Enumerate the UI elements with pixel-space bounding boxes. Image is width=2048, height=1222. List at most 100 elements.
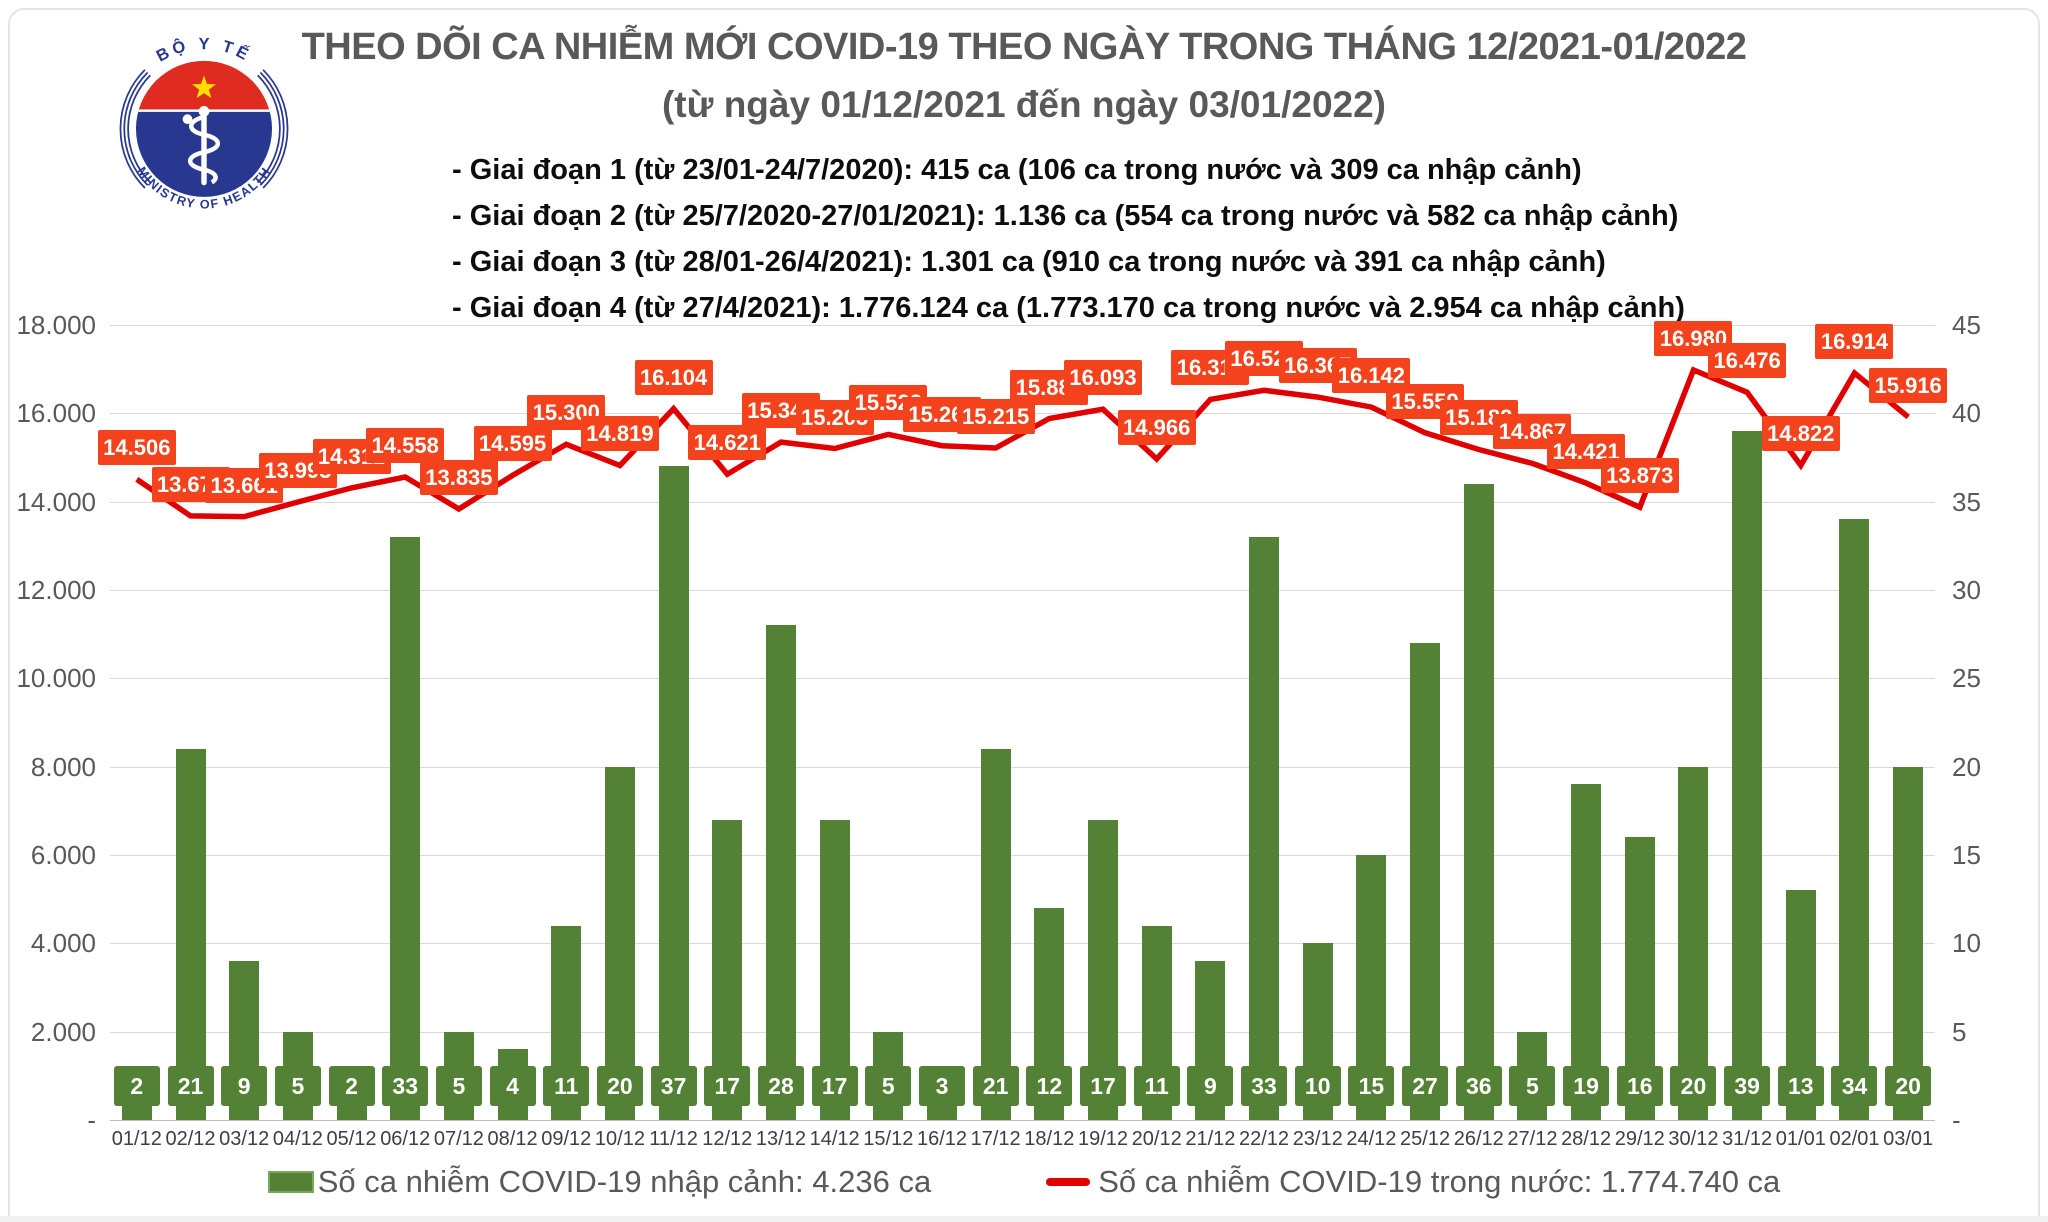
x-axis-date-label: 14/12: [809, 1128, 860, 1150]
y-axis-left-tick: 4.000: [30, 928, 96, 959]
y-axis-left-tick: -: [87, 1105, 96, 1135]
star-icon: [191, 75, 217, 99]
x-axis-date-label: 23/12: [1292, 1128, 1343, 1150]
x-axis-date-label: 08/12: [487, 1128, 538, 1150]
bar-value-label: 2: [113, 1066, 160, 1106]
bar-value-label: 5: [274, 1066, 321, 1106]
y-axis-left-tick: 16.000: [16, 398, 96, 429]
bar: [1249, 537, 1280, 1120]
x-axis-date-label: 09/12: [541, 1128, 592, 1150]
line-value-label: 15.215: [956, 399, 1035, 434]
bar-value-label: 13: [1777, 1066, 1824, 1106]
line-value-label: 14.966: [1117, 410, 1196, 445]
x-axis-date-label: 29/12: [1614, 1128, 1665, 1150]
gridline: [110, 501, 1935, 503]
bar-value-label: 20: [596, 1066, 643, 1106]
bar-value-label: 20: [1670, 1066, 1717, 1106]
bar: [390, 537, 421, 1120]
chart-legend: Số ca nhiễm COVID-19 nhập cảnh: 4.236 ca…: [0, 1164, 2048, 1200]
gridline: [110, 855, 1935, 856]
bar-value-label: 21: [972, 1066, 1019, 1106]
x-axis-date-label: 20/12: [1131, 1128, 1182, 1150]
bar: [1893, 766, 1924, 1120]
bar: [1839, 519, 1870, 1120]
y-axis-left-tick: 10.000: [16, 663, 96, 694]
phase-note-2: - Giai đoạn 2 (từ 25/7/2020-27/01/2021):…: [452, 200, 1679, 232]
x-axis-date-label: 02/12: [165, 1128, 216, 1150]
bar-value-label: 27: [1402, 1066, 1449, 1106]
phase-note-1: - Giai đoạn 1 (từ 23/01-24/7/2020): 415 …: [452, 154, 1582, 186]
line-value-label: 15.916: [1869, 368, 1948, 404]
bar: [1732, 431, 1763, 1120]
bar-value-label: 5: [435, 1066, 482, 1106]
y-axis-right-tick: 10: [1952, 928, 1981, 959]
bar: [980, 749, 1011, 1120]
bar-series-swatch-icon: [267, 1171, 314, 1193]
phase-note-4: - Giai đoạn 4 (từ 27/4/2021): 1.776.124 …: [452, 292, 1685, 324]
line-value-label: 14.819: [580, 416, 659, 452]
line-value-label: 14.867: [1493, 414, 1572, 450]
bar-value-label: 33: [382, 1066, 429, 1106]
bar-value-label: 33: [1241, 1066, 1288, 1106]
line-value-label: 14.595: [473, 426, 552, 462]
x-axis-date-label: 15/12: [863, 1128, 914, 1150]
bar-value-label: 21: [167, 1066, 214, 1106]
y-axis-right-tick: 45: [1952, 310, 1981, 340]
bar-value-label: 20: [1885, 1066, 1932, 1106]
line-value-label: 13.835: [419, 459, 498, 495]
bar-value-label: 2: [328, 1066, 375, 1106]
x-axis-date-label: 27/12: [1507, 1128, 1558, 1150]
bar: [1410, 643, 1441, 1120]
line-value-label: 15.883: [1010, 369, 1089, 405]
line-series-dash-icon: [1046, 1178, 1091, 1186]
bar-value-label: 16: [1616, 1066, 1663, 1106]
x-axis-date-label: 31/12: [1722, 1128, 1773, 1150]
line-value-label: 16.093: [1064, 360, 1142, 396]
rod-of-asclepius-icon: [182, 106, 221, 186]
x-axis-date-label: 12/12: [702, 1128, 753, 1150]
line-value-label: 14.621: [688, 425, 767, 461]
x-axis-date-label: 21/12: [1185, 1128, 1236, 1150]
y-axis-left-tick: 12.000: [16, 575, 96, 605]
x-axis-date-label: 28/12: [1561, 1128, 1612, 1150]
bar-value-label: 39: [1724, 1066, 1771, 1106]
gridline: [110, 325, 1935, 326]
legend-item-imported: Số ca nhiễm COVID-19 nhập cảnh: 4.236 ca: [267, 1164, 931, 1200]
line-value-label: 14.506: [97, 430, 176, 466]
bar: [1463, 484, 1494, 1120]
bar-value-label: 11: [543, 1066, 590, 1106]
line-value-label: 14.822: [1761, 416, 1840, 452]
y-axis-right-tick: 30: [1952, 575, 1981, 605]
x-axis-date-label: 06/12: [380, 1128, 431, 1150]
gridline: [110, 590, 1935, 591]
bar-value-label: 36: [1455, 1066, 1502, 1106]
bar-value-label: 34: [1831, 1066, 1878, 1106]
x-axis-date-label: 22/12: [1239, 1128, 1290, 1150]
x-axis-date-label: 24/12: [1346, 1128, 1397, 1150]
x-axis-date-label: 17/12: [970, 1128, 1021, 1150]
bar-value-label: 37: [650, 1066, 697, 1106]
y-axis-left-tick: 14.000: [16, 486, 96, 517]
y-axis-right-tick: 15: [1952, 840, 1981, 870]
x-axis-date-label: 30/12: [1668, 1128, 1719, 1150]
bar-value-label: 3: [918, 1066, 965, 1106]
bar: [175, 749, 206, 1120]
phase-note-3: - Giai đoạn 3 (từ 28/01-26/4/2021): 1.30…: [452, 246, 1606, 278]
x-axis-date-label: 16/12: [916, 1128, 968, 1150]
bar-value-label: 17: [704, 1066, 751, 1106]
bar-value-label: 11: [1133, 1066, 1180, 1106]
ministry-of-health-logo: BỘ Y TẾ MINISTRY OF HEALTH: [119, 35, 289, 212]
x-axis-date-label: 01/01: [1775, 1128, 1826, 1150]
gridline: [110, 678, 1935, 680]
gridline: [110, 766, 1935, 768]
bar: [604, 766, 635, 1120]
bar-value-label: 9: [221, 1066, 268, 1106]
x-axis-date-label: 11/12: [649, 1128, 698, 1150]
chart-title: THEO DÕI CA NHIỄM MỚI COVID-19 THEO NGÀY…: [301, 26, 1747, 68]
bar-value-label: 5: [865, 1066, 912, 1106]
y-axis-right-tick: 5: [1952, 1016, 1967, 1047]
x-axis-date-label: 05/12: [326, 1128, 377, 1150]
y-axis-right-tick: 25: [1952, 663, 1981, 694]
legend-domestic-label: Số ca nhiễm COVID-19 trong nước: 1.774.7…: [1098, 1164, 1781, 1199]
